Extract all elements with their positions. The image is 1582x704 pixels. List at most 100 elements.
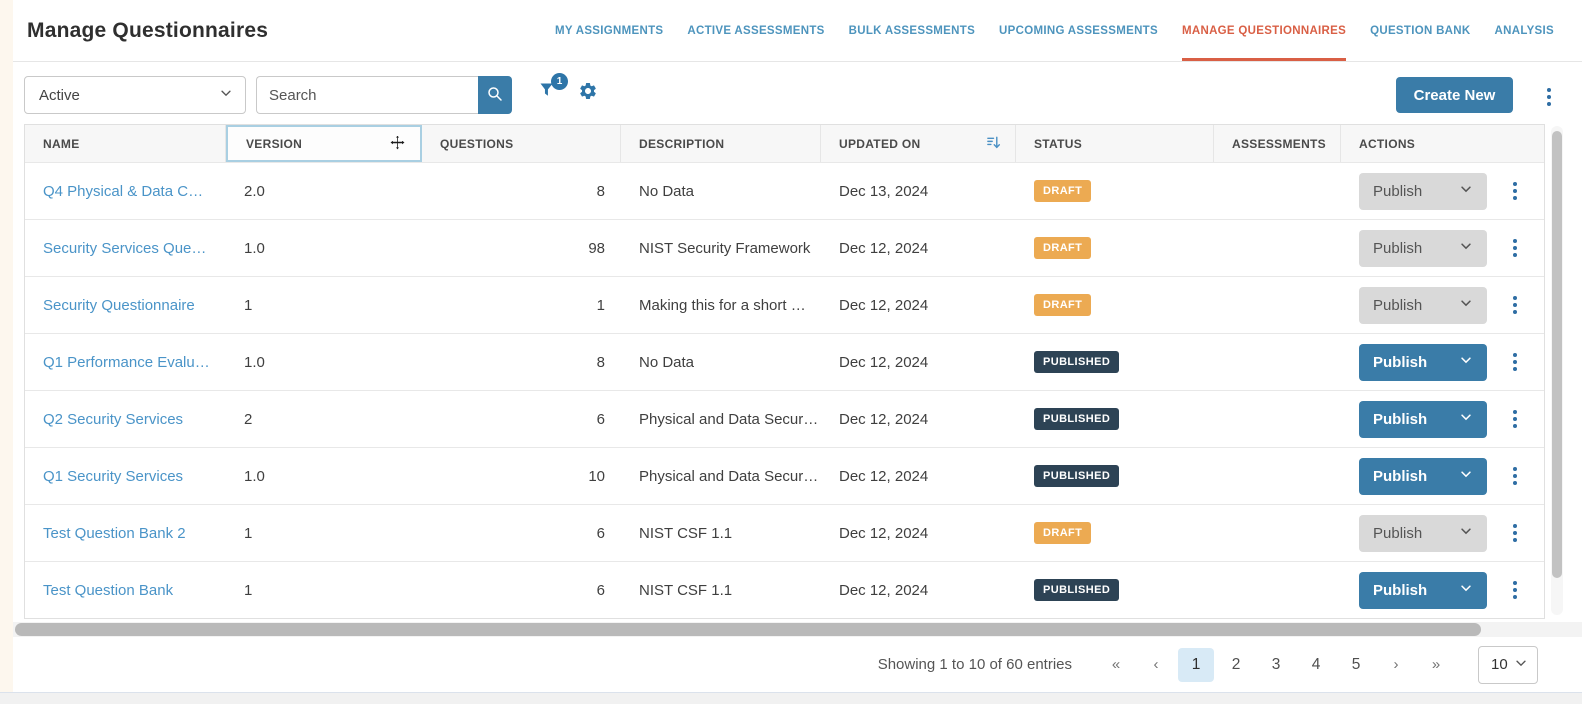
tab-my-assignments[interactable]: MY ASSIGNMENTS — [555, 24, 664, 37]
questionnaire-name-link[interactable]: Q4 Physical & Data Cen… — [43, 182, 210, 200]
settings-button[interactable] — [578, 81, 598, 104]
row-more-menu[interactable] — [1509, 406, 1521, 432]
filter-button[interactable]: 1 — [537, 73, 568, 104]
row-more-menu[interactable] — [1509, 292, 1521, 318]
status-filter-value: Active — [39, 86, 80, 104]
sort-descending-icon — [986, 135, 1001, 153]
row-more-menu[interactable] — [1509, 178, 1521, 204]
pagination-page-3[interactable]: 3 — [1258, 648, 1294, 682]
pagination-last-button[interactable]: » — [1418, 648, 1454, 682]
row-more-menu[interactable] — [1509, 235, 1521, 261]
row-more-menu[interactable] — [1509, 349, 1521, 375]
publish-button-label: Publish — [1373, 296, 1423, 314]
column-header-questions[interactable]: QUESTIONS — [422, 125, 621, 162]
table-header-row: NAME VERSION QUESTIONS DESCRIPTION UPDAT… — [25, 125, 1544, 162]
questionnaire-name-link[interactable]: Test Question Bank 2 — [43, 524, 186, 542]
tab-manage-questionnaires[interactable]: MANAGE QUESTIONNAIRES — [1181, 0, 1347, 61]
toolbar-more-menu[interactable] — [1543, 84, 1555, 110]
questions-cell: 6 — [596, 524, 605, 542]
assessments-cell — [1214, 391, 1341, 447]
version-cell: 1 — [244, 524, 253, 542]
status-badge: DRAFT — [1034, 180, 1092, 202]
version-cell: 2.0 — [244, 182, 265, 200]
questionnaire-name-link[interactable]: Q1 Performance Evalua… — [43, 353, 210, 371]
chevron-down-icon — [1459, 239, 1473, 257]
questions-cell: 6 — [596, 581, 605, 599]
questions-cell: 8 — [596, 353, 605, 371]
table-row: Q4 Physical & Data Cen… 2.0 8 No Data De… — [25, 162, 1544, 219]
move-cursor-icon — [389, 134, 406, 154]
version-cell: 1 — [244, 296, 253, 314]
pagination-page-1[interactable]: 1 — [1178, 647, 1214, 682]
column-header-updated-on[interactable]: UPDATED ON — [821, 125, 1016, 162]
publish-button[interactable]: Publish — [1359, 514, 1487, 552]
column-header-assessments[interactable]: ASSESSMENTS — [1214, 125, 1341, 162]
top-navigation: MY ASSIGNMENTS ACTIVE ASSESSMENTS BULK A… — [555, 0, 1582, 61]
tab-question-bank[interactable]: QUESTION BANK — [1370, 24, 1471, 37]
row-more-menu[interactable] — [1509, 463, 1521, 489]
search-button[interactable] — [478, 76, 512, 114]
horizontal-scrollbar-thumb[interactable] — [15, 623, 1481, 636]
column-header-name[interactable]: NAME — [25, 125, 226, 162]
assessments-cell — [1214, 220, 1341, 276]
tab-upcoming-assessments[interactable]: UPCOMING ASSESSMENTS — [999, 24, 1158, 37]
status-badge: DRAFT — [1034, 522, 1092, 544]
pagination-page-4[interactable]: 4 — [1298, 648, 1334, 682]
row-more-menu[interactable] — [1509, 577, 1521, 603]
column-header-version[interactable]: VERSION — [226, 125, 422, 162]
tab-analysis[interactable]: ANALYSIS — [1494, 24, 1554, 37]
pagination-next-button[interactable]: › — [1378, 648, 1414, 682]
search-input[interactable] — [256, 76, 478, 114]
questionnaire-name-link[interactable]: Q1 Security Services — [43, 467, 184, 485]
gear-icon — [578, 83, 598, 104]
publish-button[interactable]: Publish — [1359, 229, 1487, 267]
updated-on-cell: Dec 12, 2024 — [839, 524, 929, 542]
publish-button[interactable]: Publish — [1359, 286, 1487, 324]
pagination-prev-button[interactable]: ‹ — [1138, 648, 1174, 682]
vertical-scrollbar[interactable] — [1551, 126, 1563, 615]
questions-cell: 6 — [596, 410, 605, 428]
publish-button[interactable]: Publish — [1359, 172, 1487, 210]
page-bottom-margin — [0, 692, 1582, 704]
chevron-down-icon — [1459, 581, 1473, 599]
questionnaire-name-link[interactable]: Q2 Security Services — [43, 410, 184, 428]
questions-cell: 10 — [588, 467, 605, 485]
updated-on-cell: Dec 13, 2024 — [839, 182, 929, 200]
row-more-menu[interactable] — [1509, 520, 1521, 546]
assessments-cell — [1214, 334, 1341, 390]
status-badge: PUBLISHED — [1034, 408, 1120, 430]
publish-button[interactable]: Publish — [1359, 400, 1487, 438]
table-row: Security Questionnaire 1 1 Making this f… — [25, 276, 1544, 333]
search-icon — [486, 85, 504, 106]
description-cell: Physical and Data Secur… — [639, 410, 819, 428]
tab-bulk-assessments[interactable]: BULK ASSESSMENTS — [848, 24, 976, 37]
status-filter-select[interactable]: Active — [24, 76, 246, 114]
chevron-down-icon — [1514, 656, 1528, 674]
questionnaire-name-link[interactable]: Security Questionnaire — [43, 296, 195, 314]
search-group — [256, 76, 512, 114]
showing-entries-text: Showing 1 to 10 of 60 entries — [877, 656, 1072, 673]
horizontal-scrollbar[interactable] — [13, 622, 1582, 637]
pagination-page-2[interactable]: 2 — [1218, 648, 1254, 682]
page-size-select[interactable]: 10 — [1478, 645, 1538, 684]
tab-active-assessments[interactable]: ACTIVE ASSESSMENTS — [687, 24, 825, 37]
publish-button-label: Publish — [1373, 410, 1428, 428]
updated-on-cell: Dec 12, 2024 — [839, 467, 929, 485]
description-cell: NIST Security Framework — [639, 239, 811, 257]
updated-on-cell: Dec 12, 2024 — [839, 581, 929, 599]
publish-button[interactable]: Publish — [1359, 571, 1487, 609]
pagination-first-button[interactable]: « — [1098, 648, 1134, 682]
questionnaire-name-link[interactable]: Security Services Questi… — [43, 239, 210, 257]
pagination-page-5[interactable]: 5 — [1338, 648, 1374, 682]
column-header-status[interactable]: STATUS — [1016, 125, 1214, 162]
questionnaire-name-link[interactable]: Test Question Bank — [43, 581, 174, 599]
status-badge: DRAFT — [1034, 237, 1092, 259]
vertical-scrollbar-thumb[interactable] — [1552, 131, 1562, 578]
publish-button[interactable]: Publish — [1359, 457, 1487, 495]
page-size-value: 10 — [1491, 656, 1508, 673]
publish-button[interactable]: Publish — [1359, 343, 1487, 381]
create-new-button[interactable]: Create New — [1396, 77, 1513, 113]
toolbar: Active 1 Create New — [13, 62, 1582, 124]
column-header-description[interactable]: DESCRIPTION — [621, 125, 821, 162]
column-header-actions: ACTIONS — [1359, 136, 1416, 151]
